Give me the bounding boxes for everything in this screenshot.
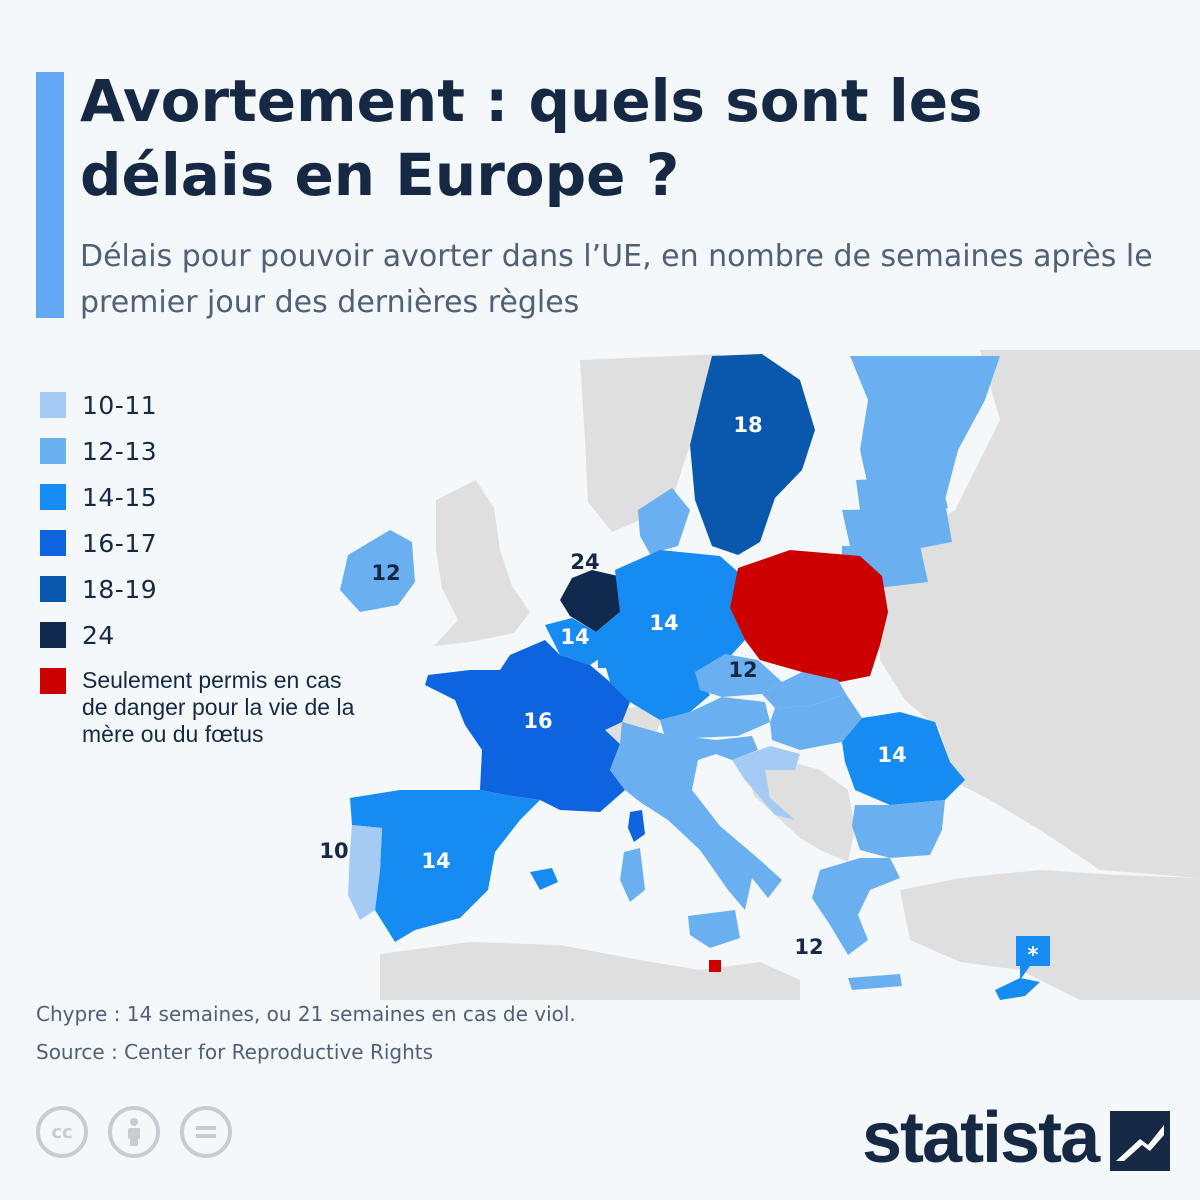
non-eu-countries xyxy=(380,350,1200,1000)
cyprus-footnote: Chypre : 14 semaines, ou 21 semaines en … xyxy=(36,1002,576,1026)
brand-name: statista xyxy=(862,1098,1100,1178)
label-greece: 12 xyxy=(794,935,823,959)
label-netherlands: 24 xyxy=(570,550,599,574)
legend-swatch xyxy=(40,668,66,694)
license-icons: cc xyxy=(36,1106,252,1158)
country-latvia[interactable] xyxy=(842,508,952,552)
country-denmark[interactable] xyxy=(638,488,690,554)
statista-logo[interactable]: statista xyxy=(862,1098,1171,1178)
legend: 10-11 12-13 14-15 16-17 18-19 24 Seuleme… xyxy=(40,392,370,767)
country-sweden[interactable] xyxy=(690,354,815,555)
cc-icon[interactable]: cc xyxy=(36,1106,88,1158)
legend-item: Seulement permis en cas de danger pour l… xyxy=(40,667,370,748)
label-cyprus: * xyxy=(1028,943,1039,967)
legend-label: 16-17 xyxy=(82,529,158,558)
country-netherlands[interactable] xyxy=(560,570,620,632)
country-france[interactable] xyxy=(425,640,630,812)
country-crete[interactable] xyxy=(848,974,902,990)
label-portugal: 10 xyxy=(319,839,348,863)
label-spain: 14 xyxy=(421,849,450,873)
title-accent-bar xyxy=(36,72,64,318)
cyprus-callout xyxy=(1016,936,1050,980)
legend-swatch xyxy=(40,576,66,602)
country-czechia[interactable] xyxy=(695,654,782,697)
country-austria[interactable] xyxy=(660,697,770,738)
legend-item: 10-11 xyxy=(40,392,370,419)
country-sicily[interactable] xyxy=(688,910,740,948)
country-russia-ukraine xyxy=(880,350,1200,878)
eu-countries xyxy=(340,354,1050,1000)
attribution-icon[interactable] xyxy=(108,1106,160,1158)
country-greece[interactable] xyxy=(812,858,900,955)
legend-label: Seulement permis en cas de danger pour l… xyxy=(82,667,355,747)
page-subtitle: Délais pour pouvoir avorter dans l’UE, e… xyxy=(80,239,1153,320)
country-poland[interactable] xyxy=(730,550,888,682)
country-bulgaria[interactable] xyxy=(852,800,945,858)
legend-swatch xyxy=(40,438,66,464)
source-note: Source : Center for Reproductive Rights xyxy=(36,1040,434,1064)
statista-mark-icon xyxy=(1110,1111,1171,1171)
country-portugal[interactable] xyxy=(348,825,382,920)
legend-label: 12-13 xyxy=(82,437,158,466)
country-mallorca[interactable] xyxy=(530,868,558,890)
label-france: 16 xyxy=(523,709,552,733)
legend-item: 16-17 xyxy=(40,530,370,557)
no-derivatives-icon[interactable] xyxy=(180,1106,232,1158)
legend-item: 14-15 xyxy=(40,484,370,511)
legend-label: 14-15 xyxy=(82,483,158,512)
country-ireland[interactable] xyxy=(340,530,415,612)
person-icon xyxy=(128,1118,140,1146)
country-turkey xyxy=(900,870,1200,1000)
equals-icon xyxy=(196,1126,216,1138)
country-corsica[interactable] xyxy=(628,810,645,842)
country-malta[interactable] xyxy=(709,960,721,972)
label-sweden: 18 xyxy=(733,413,762,437)
country-romania[interactable] xyxy=(842,712,965,805)
legend-label: 18-19 xyxy=(82,575,158,604)
country-germany[interactable] xyxy=(596,550,745,720)
label-ireland: 12 xyxy=(371,561,400,585)
country-balkans-non-eu xyxy=(748,760,855,862)
country-norway xyxy=(580,354,720,532)
country-cyprus[interactable] xyxy=(995,978,1040,1000)
country-uk xyxy=(434,480,530,646)
legend-item: 24 xyxy=(40,622,370,649)
label-romania: 14 xyxy=(877,743,906,767)
legend-swatch xyxy=(40,530,66,556)
page-title: Avortement : quels sont les délais en Eu… xyxy=(80,67,983,209)
country-slovenia[interactable] xyxy=(716,736,758,760)
legend-item: 12-13 xyxy=(40,438,370,465)
legend-item: 18-19 xyxy=(40,576,370,603)
europe-map: 18 12 24 14 14 12 16 14 10 14 12 * xyxy=(319,350,1200,1000)
legend-swatch xyxy=(40,622,66,648)
legend-swatch xyxy=(40,392,66,418)
legend-label: 10-11 xyxy=(82,391,158,420)
country-estonia[interactable] xyxy=(856,476,948,518)
label-belgium: 14 xyxy=(560,625,589,649)
legend-label: 24 xyxy=(82,621,115,650)
country-north-africa xyxy=(380,942,800,1000)
label-germany: 14 xyxy=(649,611,678,635)
map-value-labels: 18 12 24 14 14 12 16 14 10 14 12 * xyxy=(319,413,1038,967)
country-spain[interactable] xyxy=(350,790,540,942)
label-czechia: 12 xyxy=(728,658,757,682)
country-croatia[interactable] xyxy=(732,746,800,820)
legend-swatch xyxy=(40,484,66,510)
country-sardinia[interactable] xyxy=(620,848,645,902)
country-belgium[interactable] xyxy=(545,618,605,665)
country-italy[interactable] xyxy=(610,722,782,910)
country-hungary[interactable] xyxy=(770,694,862,750)
country-slovakia[interactable] xyxy=(762,672,846,708)
